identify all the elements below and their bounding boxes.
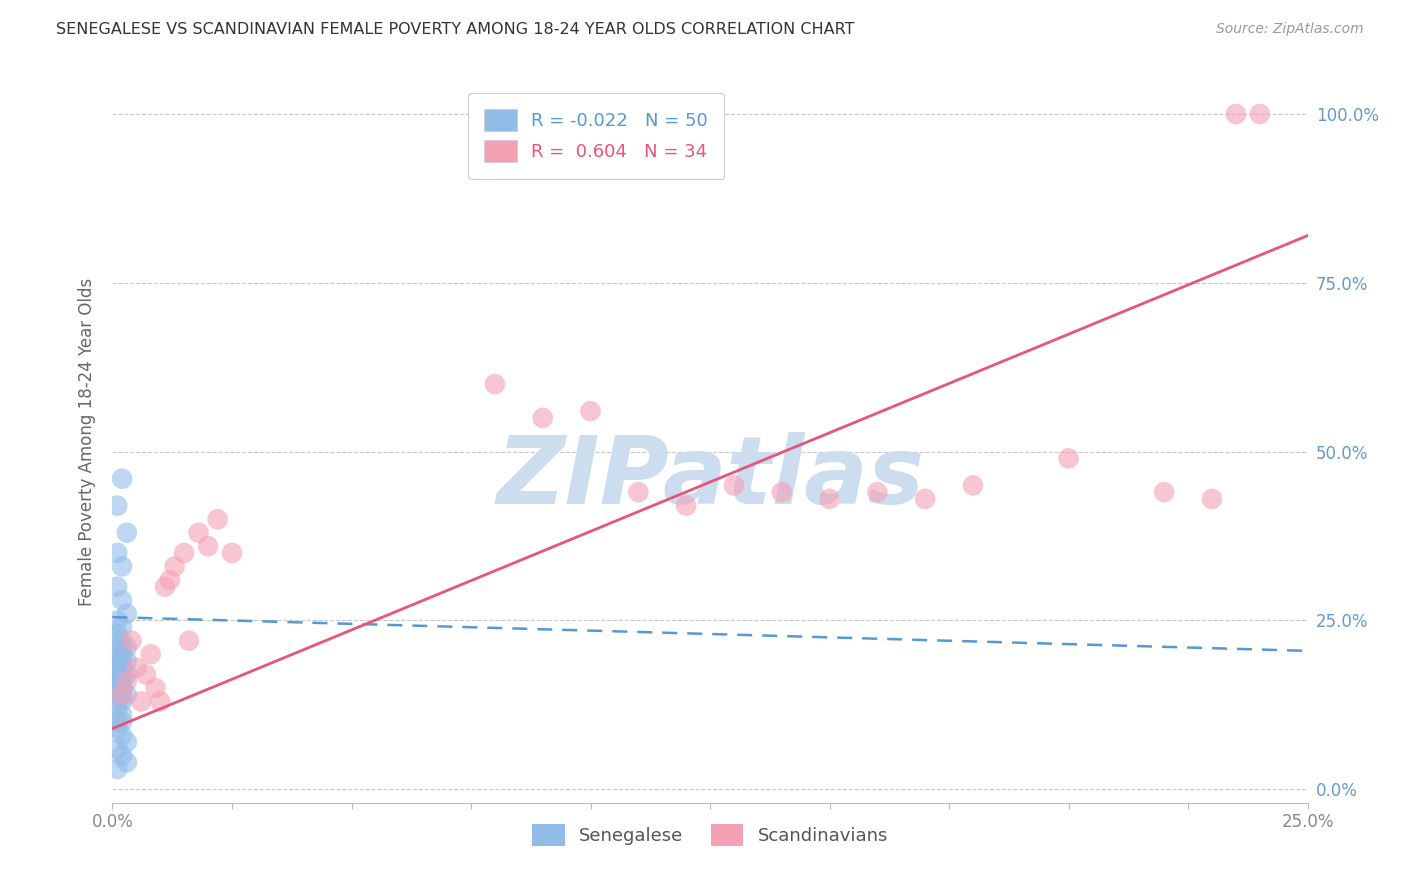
Point	[111, 728, 134, 742]
Point	[129, 694, 152, 708]
Point	[187, 525, 209, 540]
Point	[105, 667, 128, 681]
Point	[866, 485, 889, 500]
Point	[818, 491, 841, 506]
Point	[177, 633, 200, 648]
Point	[111, 472, 134, 486]
Point	[115, 688, 138, 702]
Point	[111, 633, 134, 648]
Point	[111, 559, 134, 574]
Point	[115, 735, 138, 749]
Point	[105, 661, 128, 675]
Point	[111, 714, 134, 729]
Point	[197, 539, 219, 553]
Point	[111, 688, 134, 702]
Point	[627, 485, 650, 500]
Point	[105, 627, 128, 641]
Point	[111, 654, 134, 668]
Point	[1225, 107, 1247, 121]
Point	[111, 593, 134, 607]
Point	[105, 580, 128, 594]
Point	[115, 607, 138, 621]
Point	[962, 478, 984, 492]
Point	[111, 667, 134, 681]
Point	[111, 681, 134, 695]
Text: SENEGALESE VS SCANDINAVIAN FEMALE POVERTY AMONG 18-24 YEAR OLDS CORRELATION CHAR: SENEGALESE VS SCANDINAVIAN FEMALE POVERT…	[56, 22, 855, 37]
Point	[484, 377, 506, 392]
Point	[531, 411, 554, 425]
Point	[105, 647, 128, 661]
Point	[770, 485, 793, 500]
Point	[105, 654, 128, 668]
Point	[111, 667, 134, 681]
Point	[105, 701, 128, 715]
Point	[675, 499, 697, 513]
Point	[115, 756, 138, 770]
Point	[105, 546, 128, 560]
Point	[105, 614, 128, 628]
Text: Source: ZipAtlas.com: Source: ZipAtlas.com	[1216, 22, 1364, 37]
Point	[115, 525, 138, 540]
Point	[173, 546, 195, 560]
Point	[579, 404, 602, 418]
Point	[145, 681, 167, 695]
Point	[139, 647, 162, 661]
Point	[1201, 491, 1223, 506]
Point	[121, 633, 143, 648]
Point	[163, 559, 186, 574]
Point	[111, 620, 134, 634]
Point	[1153, 485, 1175, 500]
Point	[105, 741, 128, 756]
Point	[111, 674, 134, 689]
Point	[105, 762, 128, 776]
Point	[105, 681, 128, 695]
Point	[1249, 107, 1271, 121]
Point	[207, 512, 229, 526]
Text: ZIPatlas: ZIPatlas	[496, 432, 924, 524]
Point	[1057, 451, 1080, 466]
Point	[115, 640, 138, 655]
Point	[723, 478, 745, 492]
Y-axis label: Female Poverty Among 18-24 Year Olds: Female Poverty Among 18-24 Year Olds	[77, 277, 96, 606]
Point	[105, 674, 128, 689]
Point	[111, 640, 134, 655]
Point	[111, 661, 134, 675]
Legend: Senegalese, Scandinavians: Senegalese, Scandinavians	[520, 812, 900, 859]
Point	[105, 661, 128, 675]
Point	[115, 667, 138, 681]
Point	[111, 661, 134, 675]
Point	[105, 633, 128, 648]
Point	[111, 694, 134, 708]
Point	[115, 654, 138, 668]
Point	[105, 694, 128, 708]
Point	[125, 661, 148, 675]
Point	[105, 722, 128, 736]
Point	[159, 573, 181, 587]
Point	[111, 748, 134, 763]
Point	[105, 674, 128, 689]
Point	[105, 688, 128, 702]
Point	[135, 667, 157, 681]
Point	[111, 708, 134, 723]
Point	[153, 580, 176, 594]
Point	[149, 694, 172, 708]
Point	[914, 491, 936, 506]
Point	[111, 688, 134, 702]
Point	[115, 674, 138, 689]
Point	[105, 499, 128, 513]
Point	[111, 681, 134, 695]
Point	[221, 546, 243, 560]
Point	[105, 714, 128, 729]
Point	[111, 647, 134, 661]
